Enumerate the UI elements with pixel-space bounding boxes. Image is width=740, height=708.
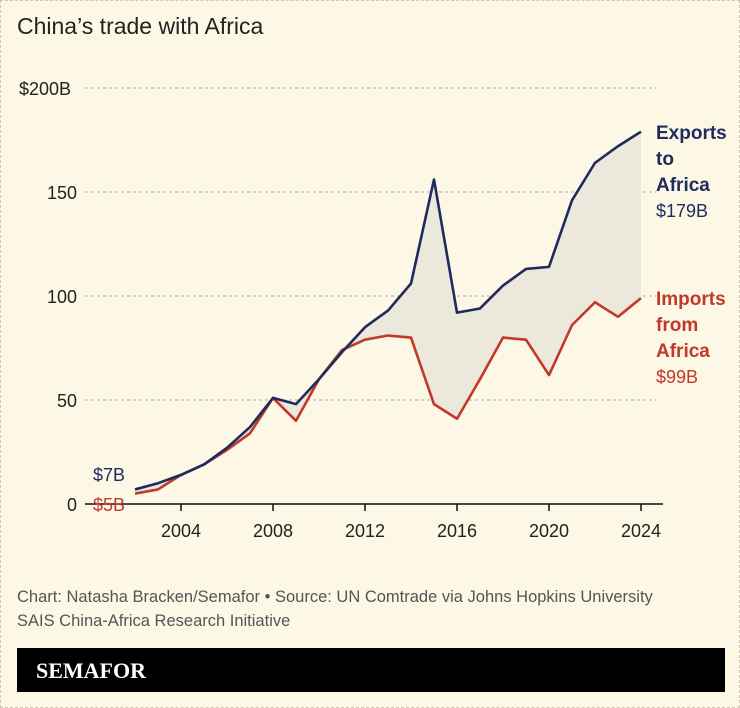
series-line — [134, 130, 642, 491]
y-tick-label: 100 — [47, 287, 77, 307]
x-tick-label: 2016 — [437, 521, 477, 541]
start-label-imports: $5B — [93, 495, 125, 515]
x-tick-label: 2024 — [621, 521, 661, 541]
y-tick-label: 50 — [57, 391, 77, 411]
chart-footer: Chart: Natasha Bracken/Semafor • Source:… — [17, 585, 653, 633]
x-tick-label: 2012 — [345, 521, 385, 541]
y-tick-label: 0 — [67, 495, 77, 515]
semafor-logo: SEMAFOR — [36, 658, 146, 683]
series-name: Imports — [656, 289, 726, 310]
y-tick-label: $200B — [19, 79, 71, 99]
series-name: Africa — [656, 175, 710, 196]
start-label-exports: $7B — [93, 465, 125, 485]
line-chart: 0 50 100 150 $200B 2004 2008 2012 2016 2020 2024 $7… — [19, 79, 727, 541]
series-name: from — [656, 315, 698, 336]
source-line-2: SAIS China-Africa Research Initiative — [17, 612, 291, 630]
source-line-1: Chart: Natasha Bracken/Semafor • Source:… — [17, 588, 653, 606]
series-name: Africa — [656, 341, 710, 362]
end-value-label: $99B — [656, 367, 698, 387]
series-name: to — [656, 149, 674, 170]
x-tick-label: 2004 — [161, 521, 201, 541]
y-tick-label: 150 — [47, 183, 77, 203]
chart-title: China’s trade with Africa — [17, 13, 264, 39]
series-name: Exports — [656, 123, 727, 144]
gap-area — [135, 131, 641, 494]
end-value-label: $179B — [656, 201, 708, 221]
x-tick-label: 2020 — [529, 521, 569, 541]
brand-bar: SEMAFOR — [17, 648, 725, 692]
x-tick-label: 2008 — [253, 521, 293, 541]
